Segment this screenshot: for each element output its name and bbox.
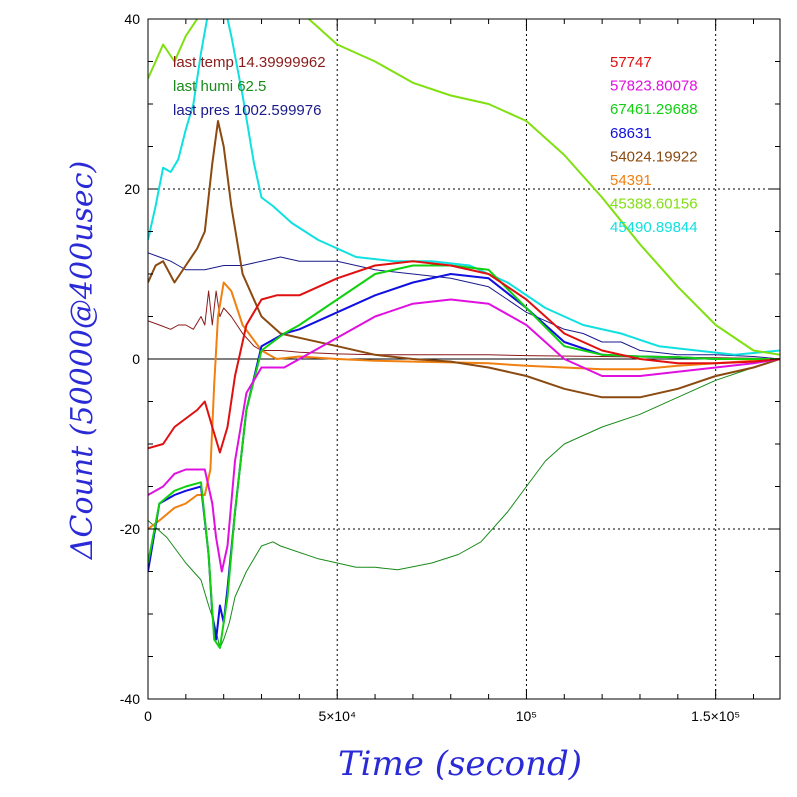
legend-entry: 45490.89844 [610, 219, 698, 236]
series-line [148, 120, 780, 399]
legend-entry: 54024.19922 [610, 148, 698, 165]
annotation-text: last temp 14.39999962 [173, 54, 326, 71]
series-line [148, 19, 780, 356]
legend-entry: 54391 [610, 172, 652, 189]
series-line [148, 290, 780, 360]
tick-labels: 0 5×10⁴ 10⁵ 1.5×10⁵ -40 -20 0 20 40 [120, 11, 740, 724]
x-tick-label: 0 [144, 708, 152, 724]
series-line [148, 281, 780, 530]
series-line [148, 298, 780, 573]
annotation-text: last humi 62.5 [173, 78, 266, 95]
legend: 57747 57823.80078 67461.29688 68631 54024.19… [610, 54, 698, 236]
legend-entry: 45388.60156 [610, 196, 698, 213]
series-line [148, 19, 780, 356]
legend-entry: 57747 [610, 54, 652, 71]
y-tick-label: -20 [120, 521, 140, 537]
annotation-text: last pres 1002.599976 [173, 102, 321, 119]
y-axis-label: ΔCount (50000@400usec) [65, 161, 100, 560]
last-readings-annotations: last temp 14.39999962 last humi 62.5 last … [173, 54, 326, 119]
axis-ticks [147, 18, 780, 700]
x-axis-label: Time (second) [338, 744, 582, 784]
y-tick-label: 0 [132, 351, 140, 367]
series-line [148, 252, 780, 360]
legend-entry: 67461.29688 [610, 101, 698, 118]
legend-entry: 57823.80078 [610, 78, 698, 95]
x-tick-label: 5×10⁴ [318, 708, 356, 724]
series-line [148, 358, 780, 649]
x-tick-label: 10⁵ [516, 708, 537, 724]
y-tick-label: 20 [124, 181, 140, 197]
y-tick-label: 40 [124, 11, 140, 27]
x-tick-label: 1.5×10⁵ [691, 708, 740, 724]
legend-entry: 68631 [610, 125, 652, 142]
series-lines [148, 19, 780, 649]
series-line [148, 260, 780, 454]
y-tick-label: -40 [120, 691, 140, 707]
series-line [148, 273, 780, 641]
